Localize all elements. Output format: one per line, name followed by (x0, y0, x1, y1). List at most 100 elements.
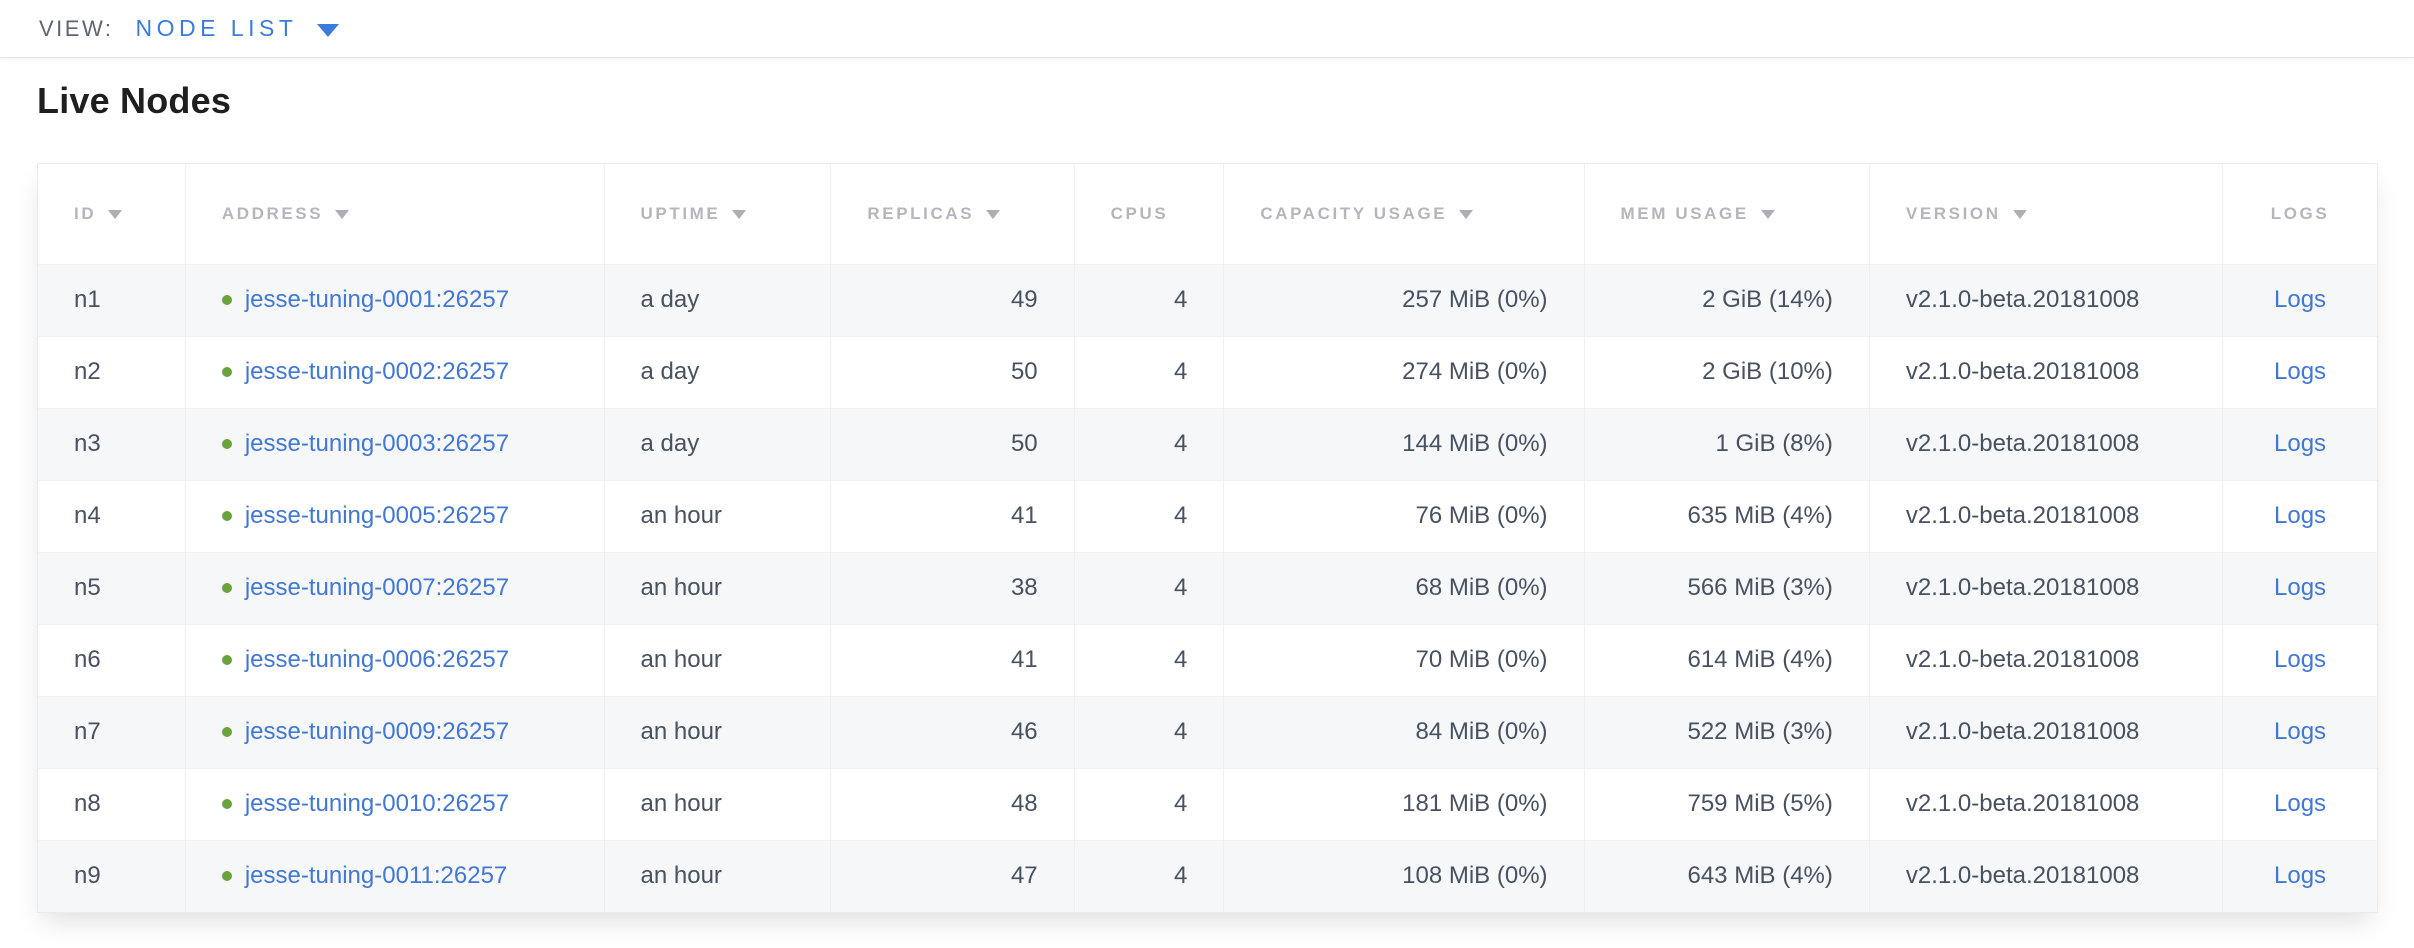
node-address-link[interactable]: jesse-tuning-0007:26257 (244, 574, 510, 601)
node-address-cell: jesse-tuning-0009:26257 (184, 695, 605, 768)
node-address-cell: jesse-tuning-0005:26257 (184, 479, 605, 552)
node-version-cell: v2.1.0-beta.20181008 (1868, 551, 2223, 624)
column-header-replicas[interactable]: REPLICAS (830, 164, 1075, 264)
live-status-icon (221, 511, 232, 521)
node-capacity-cell: 76 MiB (0%) (1223, 479, 1585, 552)
sort-desc-icon (2012, 209, 2027, 219)
node-replicas-cell: 50 (830, 407, 1075, 480)
column-label: CAPACITY USAGE (1260, 203, 1448, 223)
live-status-icon (221, 367, 232, 377)
node-address-link[interactable]: jesse-tuning-0001:26257 (244, 286, 510, 313)
logs-link[interactable]: Logs (2274, 646, 2327, 673)
logs-link[interactable]: Logs (2274, 574, 2327, 601)
node-mem-cell: 2 GiB (10%) (1583, 335, 1870, 408)
node-mem-cell: 2 GiB (14%) (1583, 263, 1870, 336)
node-version-cell: v2.1.0-beta.20181008 (1868, 623, 2223, 696)
node-replicas-cell: 50 (830, 335, 1075, 408)
view-dropdown[interactable]: NODE LIST (135, 15, 340, 42)
column-header-id[interactable]: ID (38, 164, 186, 264)
node-address-link[interactable]: jesse-tuning-0010:26257 (244, 790, 510, 817)
node-logs-cell: Logs (2222, 479, 2377, 552)
node-capacity-cell: 108 MiB (0%) (1223, 839, 1585, 912)
node-address-cell: jesse-tuning-0011:26257 (184, 839, 605, 912)
node-uptime-cell: an hour (603, 695, 831, 768)
node-capacity-cell: 70 MiB (0%) (1223, 623, 1585, 696)
live-status-icon (221, 799, 232, 809)
node-version-cell: v2.1.0-beta.20181008 (1868, 767, 2223, 840)
node-mem-cell: 635 MiB (4%) (1583, 479, 1870, 552)
logs-link[interactable]: Logs (2274, 502, 2327, 529)
node-address-link[interactable]: jesse-tuning-0003:26257 (244, 430, 510, 457)
node-logs-cell: Logs (2222, 551, 2377, 624)
node-address-link[interactable]: jesse-tuning-0009:26257 (244, 718, 510, 745)
column-label: LOGS (2270, 203, 2330, 223)
node-address-link[interactable]: jesse-tuning-0002:26257 (244, 358, 510, 385)
table-row-n8: n8 jesse-tuning-0010:26257 an hour 48 4 181 M… (38, 767, 2377, 840)
node-id-cell: n3 (38, 407, 186, 480)
node-cpus-cell: 4 (1073, 479, 1224, 552)
column-header-logs: LOGS (2222, 164, 2377, 264)
live-nodes-table: ID ADDRESS UPTIME REPLICAS CPUS CAPACITY USAG… (37, 163, 2378, 913)
node-address-cell: jesse-tuning-0003:26257 (184, 407, 605, 480)
node-uptime-cell: an hour (603, 839, 831, 912)
node-version-cell: v2.1.0-beta.20181008 (1868, 263, 2223, 336)
node-address-cell: jesse-tuning-0002:26257 (184, 335, 605, 408)
column-header-uptime[interactable]: UPTIME (603, 164, 831, 264)
node-replicas-cell: 46 (830, 695, 1075, 768)
node-address-cell: jesse-tuning-0006:26257 (184, 623, 605, 696)
column-header-address[interactable]: ADDRESS (184, 164, 605, 264)
node-address-link[interactable]: jesse-tuning-0011:26257 (244, 862, 508, 890)
sort-desc-icon (1459, 209, 1474, 219)
node-id-cell: n6 (38, 623, 186, 696)
node-id-cell: n7 (38, 695, 186, 768)
logs-link[interactable]: Logs (2274, 430, 2327, 457)
node-mem-cell: 759 MiB (5%) (1583, 767, 1870, 840)
node-address-link[interactable]: jesse-tuning-0006:26257 (244, 646, 510, 673)
node-capacity-cell: 181 MiB (0%) (1223, 767, 1585, 840)
logs-link[interactable]: Logs (2274, 790, 2327, 817)
logs-link[interactable]: Logs (2274, 286, 2327, 313)
node-cpus-cell: 4 (1073, 407, 1224, 480)
table-row-n9: n9 jesse-tuning-0011:26257 an hour 47 4 108 M… (38, 839, 2377, 912)
node-capacity-cell: 144 MiB (0%) (1223, 407, 1585, 480)
node-cpus-cell: 4 (1073, 767, 1224, 840)
node-address-cell: jesse-tuning-0007:26257 (184, 551, 605, 624)
live-status-icon (221, 871, 232, 882)
node-replicas-cell: 41 (830, 623, 1075, 696)
node-logs-cell: Logs (2222, 407, 2377, 480)
node-address-cell: jesse-tuning-0010:26257 (184, 767, 605, 840)
column-label: UPTIME (640, 203, 721, 223)
node-id-cell: n8 (38, 767, 186, 840)
table-row-n4: n4 jesse-tuning-0005:26257 an hour 41 4 76 Mi… (38, 479, 2377, 552)
logs-link[interactable]: Logs (2274, 718, 2327, 745)
node-uptime-cell: an hour (603, 479, 831, 552)
view-dropdown-value: NODE LIST (135, 15, 298, 41)
column-label: ID (74, 203, 97, 223)
logs-link[interactable]: Logs (2274, 358, 2327, 385)
sort-desc-icon (108, 209, 123, 219)
node-logs-cell: Logs (2222, 263, 2377, 336)
logs-link[interactable]: Logs (2274, 862, 2327, 890)
column-header-mem[interactable]: MEM USAGE (1583, 164, 1870, 264)
node-id-cell: n2 (38, 335, 186, 408)
node-uptime-cell: a day (603, 335, 831, 408)
nodes-table: ID ADDRESS UPTIME REPLICAS CPUS CAPACITY USAG… (38, 164, 2377, 912)
node-logs-cell: Logs (2222, 623, 2377, 696)
column-label: ADDRESS (221, 203, 324, 223)
node-capacity-cell: 84 MiB (0%) (1223, 695, 1585, 768)
node-logs-cell: Logs (2222, 767, 2377, 840)
node-address-link[interactable]: jesse-tuning-0005:26257 (244, 502, 510, 529)
page-title: Live Nodes (37, 80, 232, 121)
node-id-cell: n5 (38, 551, 186, 624)
sort-desc-icon (1760, 209, 1775, 219)
node-uptime-cell: an hour (603, 551, 831, 624)
node-cpus-cell: 4 (1073, 551, 1224, 624)
table-row-n7: n7 jesse-tuning-0009:26257 an hour 46 4 84 Mi… (38, 695, 2377, 768)
node-version-cell: v2.1.0-beta.20181008 (1868, 335, 2223, 408)
column-header-cpus: CPUS (1073, 164, 1224, 264)
column-header-version[interactable]: VERSION (1868, 164, 2223, 264)
node-version-cell: v2.1.0-beta.20181008 (1868, 407, 2223, 480)
column-header-capacity[interactable]: CAPACITY USAGE (1223, 164, 1585, 264)
sort-desc-icon (335, 209, 350, 219)
node-id-cell: n4 (38, 479, 186, 552)
